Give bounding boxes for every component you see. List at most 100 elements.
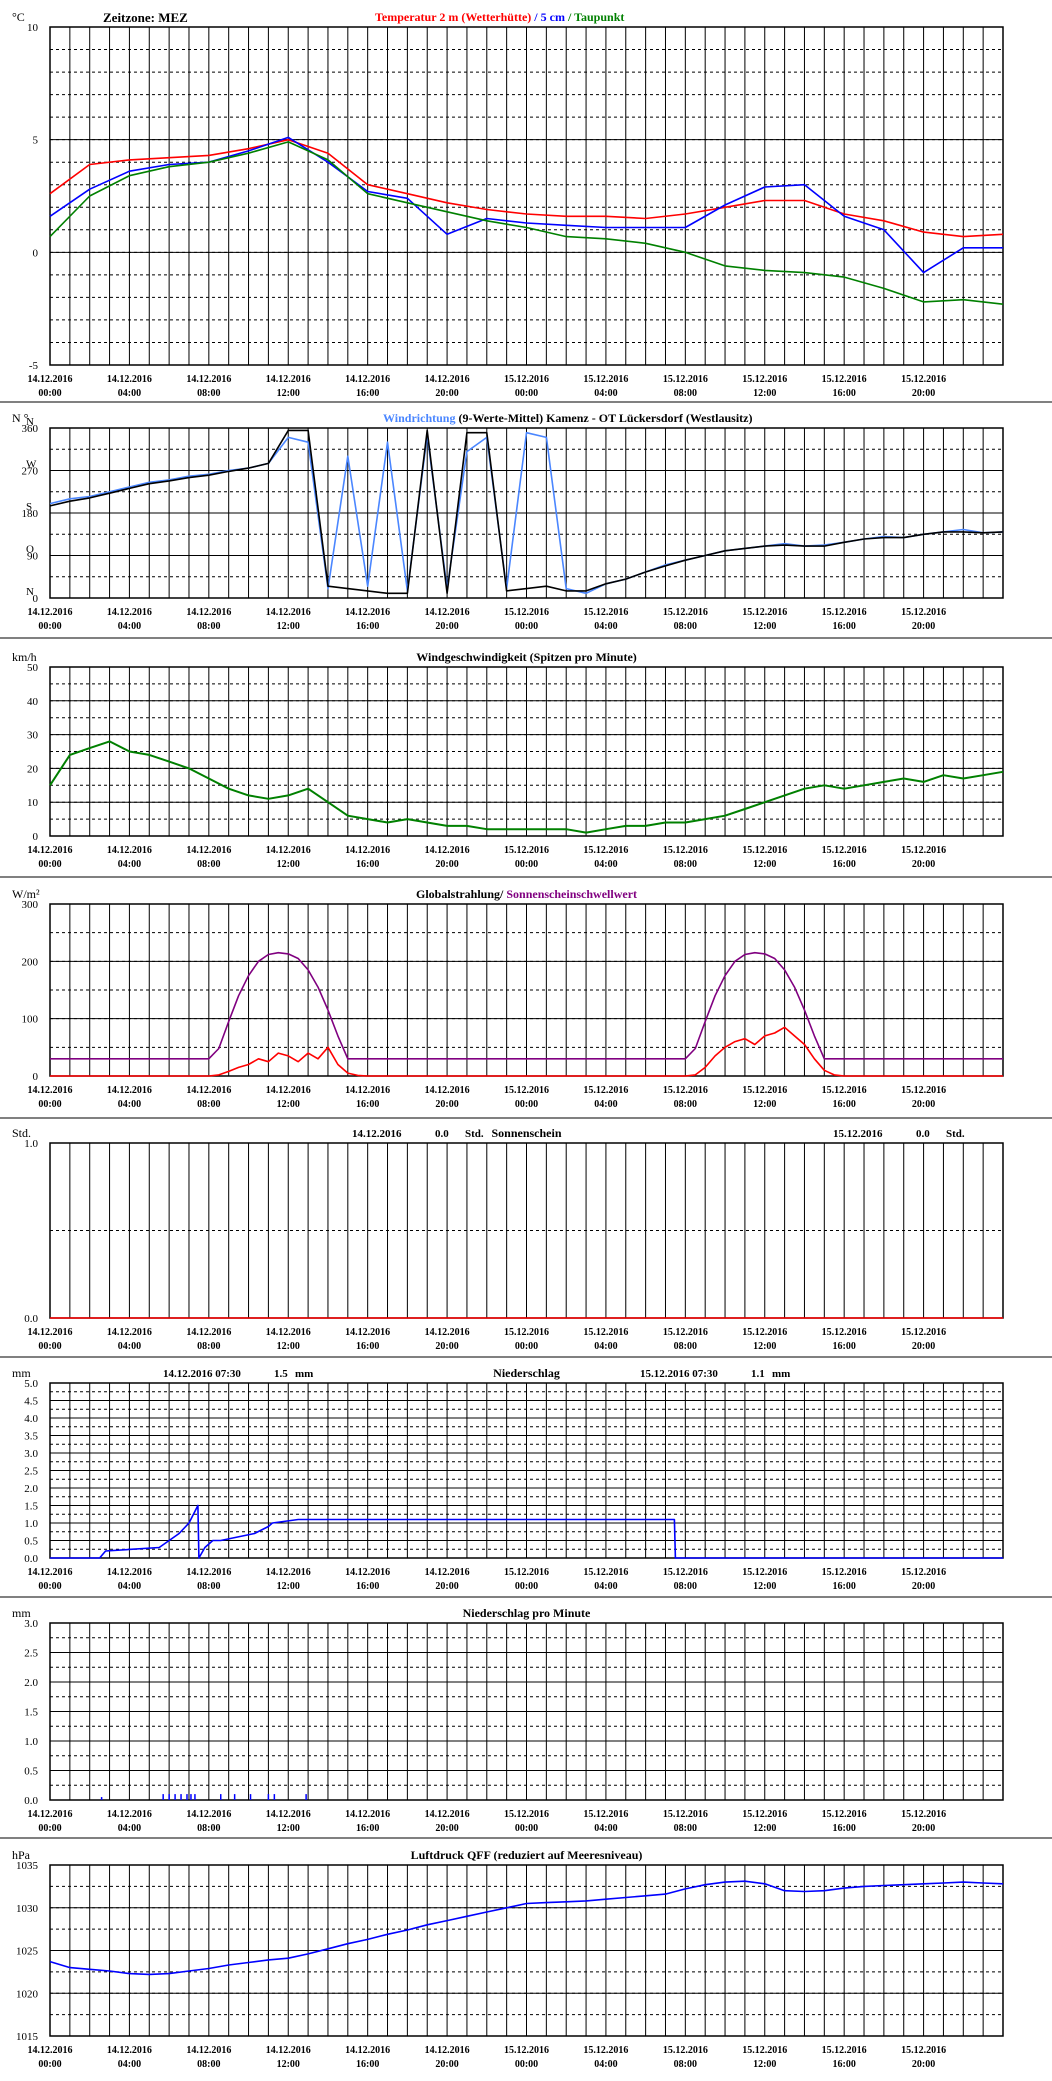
x-tick-time: 08:00: [674, 2059, 697, 2070]
x-tick-time: 00:00: [38, 1099, 61, 1110]
y-tick-label: 200: [22, 956, 39, 968]
x-tick-date: 14.12.2016: [186, 1567, 231, 1578]
x-tick-time: 12:00: [753, 2059, 776, 2070]
x-tick-time: 00:00: [515, 621, 538, 632]
x-tick-time: 16:00: [832, 1099, 855, 1110]
x-tick-time: 04:00: [594, 388, 617, 399]
chart-title: Luftdruck QFF (reduziert auf Meeresnivea…: [411, 1848, 643, 1862]
x-tick-date: 14.12.2016: [425, 374, 470, 385]
x-tick-date: 14.12.2016: [266, 1809, 311, 1820]
y-tick-label: 1.0: [24, 1138, 38, 1150]
x-tick-date: 15.12.2016: [504, 607, 549, 618]
x-tick-date: 15.12.2016: [504, 1567, 549, 1578]
y-tick-label: 1.0: [24, 1518, 38, 1530]
x-tick-date: 15.12.2016: [822, 374, 867, 385]
annotation-unit: Std.: [946, 1128, 965, 1140]
plot-frame: [49, 666, 1004, 837]
x-tick-date: 14.12.2016: [345, 1327, 390, 1338]
timezone-label: Zeitzone: MEZ: [103, 10, 188, 25]
y-tick-label: 4.0: [24, 1413, 38, 1425]
x-tick-date: 15.12.2016: [583, 1085, 628, 1096]
x-tick-date: 15.12.2016: [663, 845, 708, 856]
x-tick-time: 00:00: [38, 2059, 61, 2070]
x-tick-date: 15.12.2016: [742, 607, 787, 618]
annotation-date: 14.12.2016 07:30: [163, 1368, 241, 1380]
x-tick-date: 14.12.2016: [345, 845, 390, 856]
x-tick-date: 15.12.2016: [583, 845, 628, 856]
x-tick-date: 15.12.2016: [822, 1327, 867, 1338]
x-tick-time: 20:00: [912, 1099, 935, 1110]
x-tick-time: 12:00: [753, 621, 776, 632]
x-tick-date: 14.12.2016: [28, 1567, 73, 1578]
y-tick-label: 0: [33, 1071, 39, 1083]
x-tick-date: 15.12.2016: [822, 607, 867, 618]
x-tick-date: 14.12.2016: [107, 607, 152, 618]
x-tick-time: 20:00: [912, 859, 935, 870]
x-tick-date: 14.12.2016: [266, 374, 311, 385]
x-tick-time: 04:00: [594, 1341, 617, 1352]
chart-precip: 5.0 4.5 4.0 3.5 3.0 2.5 2.0 1.5 1.0 0.5 0.0 mm Niede…: [12, 1366, 1004, 1592]
x-tick-time: 16:00: [832, 388, 855, 399]
y-tick-label: 1030: [16, 1903, 39, 1915]
y-tick-label: 10: [27, 22, 39, 34]
x-tick-date: 15.12.2016: [822, 2045, 867, 2056]
chart-title: Windgeschwindigkeit (Spitzen pro Minute): [416, 650, 637, 664]
x-tick-time: 00:00: [38, 1341, 61, 1352]
x-tick-time: 08:00: [197, 1581, 220, 1592]
unit-label: N °: [12, 411, 29, 425]
x-tick-time: 00:00: [515, 859, 538, 870]
x-tick-date: 14.12.2016: [107, 374, 152, 385]
x-tick-date: 14.12.2016: [28, 2045, 73, 2056]
x-tick-date: 15.12.2016: [742, 374, 787, 385]
x-tick-date: 15.12.2016: [742, 1085, 787, 1096]
chart-pressure: 1035 1030 1025 1020 1015 hPa Luftdruck QFF (re…: [12, 1848, 1004, 2070]
x-tick-time: 16:00: [832, 621, 855, 632]
y-direction-letter: O: [26, 544, 34, 556]
x-tick-date: 14.12.2016: [345, 1567, 390, 1578]
x-tick-time: 16:00: [832, 1581, 855, 1592]
x-tick-time: 04:00: [118, 1099, 141, 1110]
x-tick-time: 04:00: [594, 1823, 617, 1834]
y-direction-letter: N: [26, 416, 34, 428]
y-direction-letter: S: [26, 501, 32, 513]
x-tick-time: 12:00: [753, 1581, 776, 1592]
x-tick-date: 15.12.2016: [504, 845, 549, 856]
x-tick-time: 20:00: [435, 1099, 458, 1110]
x-tick-date: 15.12.2016: [742, 1809, 787, 1820]
chart-title: Niederschlag: [493, 1366, 560, 1380]
y-tick-label: 2.0: [24, 1483, 38, 1495]
y-tick-label: 300: [22, 899, 39, 911]
x-tick-time: 04:00: [118, 621, 141, 632]
x-tick-time: 12:00: [277, 2059, 300, 2070]
x-tick-date: 15.12.2016: [583, 2045, 628, 2056]
x-tick-time: 16:00: [356, 2059, 379, 2070]
x-tick-time: 16:00: [832, 1341, 855, 1352]
x-tick-time: 16:00: [832, 859, 855, 870]
y-tick-label: 20: [27, 763, 39, 775]
x-tick-time: 16:00: [356, 1099, 379, 1110]
y-tick-label: 2.5: [24, 1466, 38, 1478]
series-line: [49, 1880, 1004, 1976]
annotation-unit: Std.: [465, 1128, 484, 1140]
x-tick-time: 08:00: [197, 2059, 220, 2070]
annotation-date: 15.12.2016: [833, 1128, 883, 1140]
x-tick-date: 14.12.2016: [107, 1809, 152, 1820]
x-tick-time: 16:00: [356, 859, 379, 870]
x-tick-date: 15.12.2016: [901, 607, 946, 618]
x-tick-time: 08:00: [674, 1581, 697, 1592]
x-tick-time: 20:00: [435, 621, 458, 632]
y-direction-letter: N: [26, 586, 34, 598]
chart-precip_min: 3.0 2.5 2.0 1.5 1.0 0.5 0.0 mm Niederschlag pro …: [12, 1606, 1004, 1834]
x-tick-date: 14.12.2016: [107, 2045, 152, 2056]
x-tick-date: 14.12.2016: [266, 1567, 311, 1578]
unit-label: Std.: [12, 1126, 31, 1140]
x-tick-time: 00:00: [38, 1581, 61, 1592]
x-tick-time: 12:00: [277, 859, 300, 870]
x-tick-time: 20:00: [912, 1823, 935, 1834]
y-tick-label: 0.0: [24, 1313, 38, 1325]
x-tick-date: 15.12.2016: [583, 1327, 628, 1338]
x-tick-date: 14.12.2016: [345, 1085, 390, 1096]
x-tick-date: 15.12.2016: [822, 1809, 867, 1820]
